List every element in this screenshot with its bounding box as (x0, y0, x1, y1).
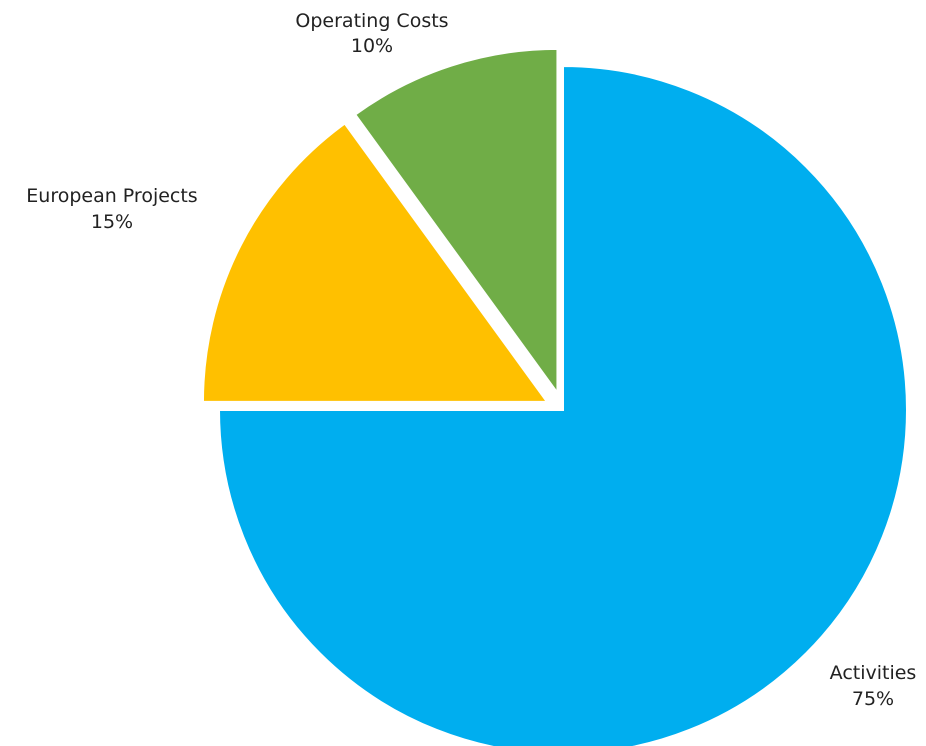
pie-slice-operating-costs (353, 47, 559, 396)
slice-value-activities: 75% (852, 688, 894, 710)
slice-value-european-projects: 15% (91, 211, 133, 233)
pie-slices (201, 47, 908, 746)
pie-slice-activities (217, 64, 908, 746)
slice-label-operating-costs: Operating Costs (295, 10, 448, 32)
pie-slice-european-projects (201, 122, 549, 403)
slice-labels: Activities 75% European Projects 15% Operati… (26, 10, 916, 710)
slice-label-activities: Activities (830, 662, 917, 684)
slice-label-european-projects: European Projects (26, 185, 197, 207)
slice-value-operating-costs: 10% (351, 35, 393, 57)
